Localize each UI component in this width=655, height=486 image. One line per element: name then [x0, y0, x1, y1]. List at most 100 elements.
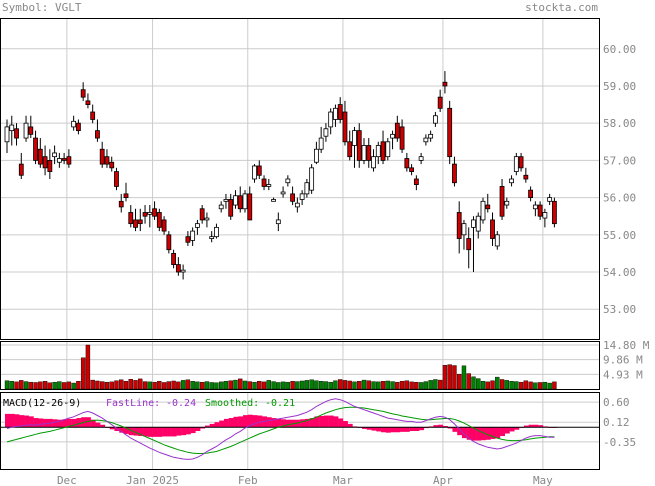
candle-body	[256, 165, 262, 176]
volume-bar	[409, 381, 414, 390]
candle-body	[480, 200, 486, 221]
candle-body	[261, 178, 267, 187]
candle	[252, 164, 257, 183]
volume-bar	[399, 381, 405, 390]
histogram-bar	[133, 427, 139, 436]
histogram-bar	[400, 427, 406, 432]
histogram-bar	[85, 417, 91, 428]
candle	[466, 227, 472, 269]
volume-bar	[14, 381, 19, 390]
site-label: stockta.com	[525, 1, 598, 14]
candle	[71, 115, 77, 131]
volume-bar	[366, 380, 371, 390]
histogram-bar	[223, 418, 229, 428]
histogram-bar	[38, 418, 44, 428]
candle	[432, 112, 438, 127]
candle-body	[437, 96, 443, 109]
volume-bar	[157, 381, 162, 390]
smoothed-value: -0.21	[265, 398, 295, 409]
candle-body	[233, 195, 238, 206]
volume-bar	[252, 381, 257, 390]
histogram-bar	[476, 427, 482, 441]
candle-body	[518, 156, 524, 169]
histogram-bar	[128, 427, 134, 436]
candle-body	[352, 130, 357, 146]
candle-body	[285, 178, 291, 184]
volume-series	[4, 344, 557, 390]
candle	[185, 231, 191, 246]
candle	[437, 89, 443, 113]
candle	[99, 141, 105, 168]
candle-body	[342, 111, 348, 143]
price-tick-label: 59.00	[603, 80, 636, 93]
candle	[85, 93, 91, 109]
histogram-bar	[376, 427, 382, 432]
volume-bar	[147, 381, 153, 390]
volume-bar	[309, 379, 314, 390]
candle-body	[347, 141, 353, 158]
volume-tick-label: 9.86 M	[603, 354, 643, 367]
volume-bar	[376, 381, 381, 390]
histogram-bar	[95, 422, 101, 428]
candle-body	[304, 182, 310, 195]
candle	[518, 152, 524, 172]
candle-body	[47, 159, 53, 172]
volume-bar	[495, 376, 500, 390]
candle	[28, 115, 34, 139]
histogram-bar	[276, 418, 282, 428]
candle-body	[194, 223, 200, 228]
volume-bar	[99, 381, 105, 390]
date-axis-ticks: Dec Jan 2025 Feb Mar Apr May	[57, 474, 553, 486]
candle-body	[171, 253, 177, 265]
histogram-bar	[9, 413, 15, 428]
candle	[547, 193, 553, 206]
candle	[66, 149, 72, 168]
volume-bar	[318, 381, 324, 390]
candle	[380, 130, 386, 165]
price-axis-ticks: 60.00 59.00 58.00 57.00 56.00 55.00 54.00 53.00	[603, 43, 636, 316]
volume-bar	[142, 381, 148, 390]
candle	[399, 119, 405, 153]
candle	[504, 197, 510, 209]
candle-body	[409, 167, 415, 172]
candle-body	[399, 126, 405, 150]
histogram-bar	[452, 427, 458, 432]
volume-bar	[404, 380, 410, 390]
candle	[552, 197, 557, 228]
histogram-bar	[233, 416, 239, 428]
volume-bar	[280, 381, 286, 390]
histogram-bar	[285, 419, 291, 428]
candle	[190, 227, 196, 246]
volume-bar	[528, 381, 533, 390]
volume-bar	[466, 373, 471, 390]
fast-line	[6, 398, 555, 460]
candle	[328, 108, 334, 135]
volume-bar	[476, 378, 481, 390]
volume-bar	[537, 382, 543, 390]
volume-bar	[223, 381, 229, 390]
candle-body	[175, 264, 181, 273]
candle	[537, 201, 543, 220]
histogram-bar	[457, 427, 463, 436]
candle-body	[137, 219, 143, 225]
histogram-bar	[157, 427, 163, 437]
candle-body	[114, 171, 119, 187]
candle	[394, 115, 400, 142]
fastline-value: -0.24	[166, 398, 196, 409]
candle	[423, 134, 429, 146]
candle-body	[214, 226, 219, 238]
histogram-bar	[442, 425, 448, 428]
candle	[371, 149, 376, 172]
symbol-label: Symbol: VGLT	[2, 1, 82, 14]
candle-body	[318, 137, 324, 150]
histogram-bar	[319, 415, 325, 428]
candle	[223, 193, 229, 209]
volume-bar	[261, 381, 267, 390]
volume-bar	[371, 381, 376, 390]
smoothed-line	[6, 406, 555, 454]
histogram-bar	[138, 427, 144, 437]
histogram-bar	[24, 415, 29, 428]
volume-bar	[290, 381, 295, 390]
volume-bar	[166, 381, 172, 390]
candle	[4, 119, 10, 153]
